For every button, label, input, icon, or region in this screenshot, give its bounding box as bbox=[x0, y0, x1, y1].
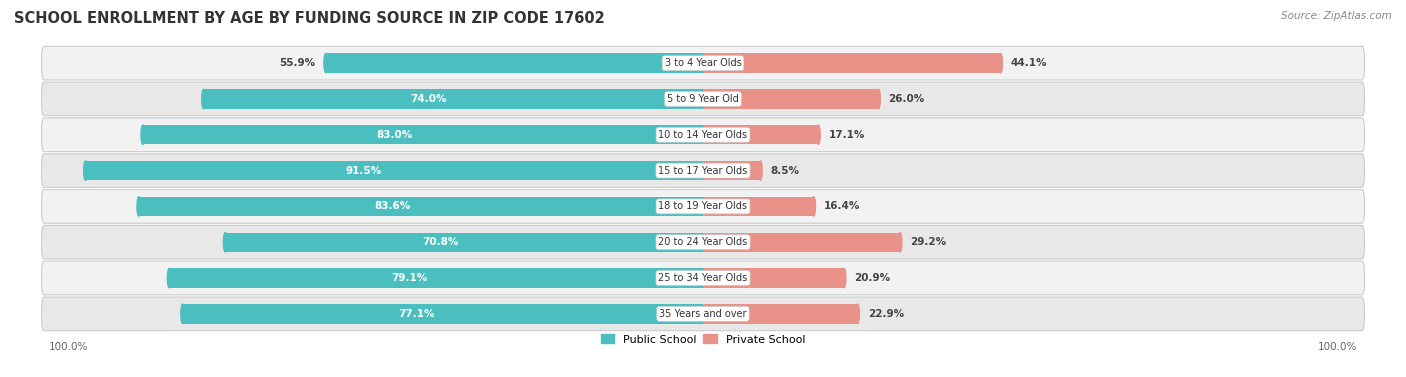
Bar bbox=[703, 125, 818, 144]
FancyBboxPatch shape bbox=[42, 46, 1364, 80]
FancyBboxPatch shape bbox=[42, 261, 1364, 295]
Circle shape bbox=[998, 54, 1002, 73]
Bar bbox=[703, 89, 879, 109]
Circle shape bbox=[811, 197, 815, 216]
FancyBboxPatch shape bbox=[42, 225, 1364, 259]
Bar bbox=[703, 197, 814, 216]
Circle shape bbox=[877, 89, 880, 109]
Text: 79.1%: 79.1% bbox=[391, 273, 427, 283]
Text: 29.2%: 29.2% bbox=[910, 237, 946, 247]
Legend: Public School, Private School: Public School, Private School bbox=[596, 330, 810, 349]
Text: 25 to 34 Year Olds: 25 to 34 Year Olds bbox=[658, 273, 748, 283]
Text: SCHOOL ENROLLMENT BY AGE BY FUNDING SOURCE IN ZIP CODE 17602: SCHOOL ENROLLMENT BY AGE BY FUNDING SOUR… bbox=[14, 11, 605, 26]
Text: 3 to 4 Year Olds: 3 to 4 Year Olds bbox=[665, 58, 741, 68]
Bar bbox=[326, 54, 703, 73]
Circle shape bbox=[842, 268, 846, 288]
Text: 83.0%: 83.0% bbox=[377, 130, 413, 140]
Circle shape bbox=[136, 197, 141, 216]
Circle shape bbox=[141, 125, 145, 144]
FancyBboxPatch shape bbox=[42, 82, 1364, 116]
Text: 44.1%: 44.1% bbox=[1011, 58, 1047, 68]
Circle shape bbox=[181, 304, 184, 323]
Bar bbox=[703, 233, 900, 252]
Text: 17.1%: 17.1% bbox=[828, 130, 865, 140]
Text: 8.5%: 8.5% bbox=[770, 166, 800, 176]
Text: 100.0%: 100.0% bbox=[48, 342, 87, 352]
Text: 5 to 9 Year Old: 5 to 9 Year Old bbox=[666, 94, 740, 104]
Text: 83.6%: 83.6% bbox=[374, 201, 411, 211]
Circle shape bbox=[759, 161, 762, 180]
Bar bbox=[204, 89, 703, 109]
FancyBboxPatch shape bbox=[42, 154, 1364, 187]
Bar bbox=[183, 304, 703, 323]
Bar bbox=[703, 161, 761, 180]
Circle shape bbox=[167, 268, 172, 288]
Text: 35 Years and over: 35 Years and over bbox=[659, 309, 747, 319]
Text: 70.8%: 70.8% bbox=[422, 237, 458, 247]
Bar bbox=[225, 233, 703, 252]
Text: 100.0%: 100.0% bbox=[1319, 342, 1358, 352]
Circle shape bbox=[323, 54, 328, 73]
Text: 22.9%: 22.9% bbox=[868, 309, 904, 319]
Bar bbox=[169, 268, 703, 288]
Bar bbox=[703, 54, 1001, 73]
Text: 26.0%: 26.0% bbox=[889, 94, 925, 104]
FancyBboxPatch shape bbox=[42, 190, 1364, 223]
Text: 74.0%: 74.0% bbox=[411, 94, 447, 104]
Circle shape bbox=[202, 89, 205, 109]
Bar bbox=[86, 161, 703, 180]
FancyBboxPatch shape bbox=[42, 118, 1364, 152]
Circle shape bbox=[856, 304, 859, 323]
Circle shape bbox=[84, 161, 87, 180]
Text: 15 to 17 Year Olds: 15 to 17 Year Olds bbox=[658, 166, 748, 176]
Circle shape bbox=[817, 125, 820, 144]
Bar bbox=[139, 197, 703, 216]
Bar bbox=[143, 125, 703, 144]
Text: 16.4%: 16.4% bbox=[824, 201, 860, 211]
Text: 77.1%: 77.1% bbox=[398, 309, 434, 319]
Text: 10 to 14 Year Olds: 10 to 14 Year Olds bbox=[658, 130, 748, 140]
Text: 55.9%: 55.9% bbox=[280, 58, 315, 68]
Text: 20 to 24 Year Olds: 20 to 24 Year Olds bbox=[658, 237, 748, 247]
Text: 18 to 19 Year Olds: 18 to 19 Year Olds bbox=[658, 201, 748, 211]
Text: 20.9%: 20.9% bbox=[855, 273, 890, 283]
Bar bbox=[703, 304, 858, 323]
Circle shape bbox=[898, 233, 901, 252]
FancyBboxPatch shape bbox=[42, 297, 1364, 331]
Circle shape bbox=[224, 233, 226, 252]
Bar bbox=[703, 268, 844, 288]
Text: Source: ZipAtlas.com: Source: ZipAtlas.com bbox=[1281, 11, 1392, 21]
Text: 91.5%: 91.5% bbox=[346, 166, 381, 176]
